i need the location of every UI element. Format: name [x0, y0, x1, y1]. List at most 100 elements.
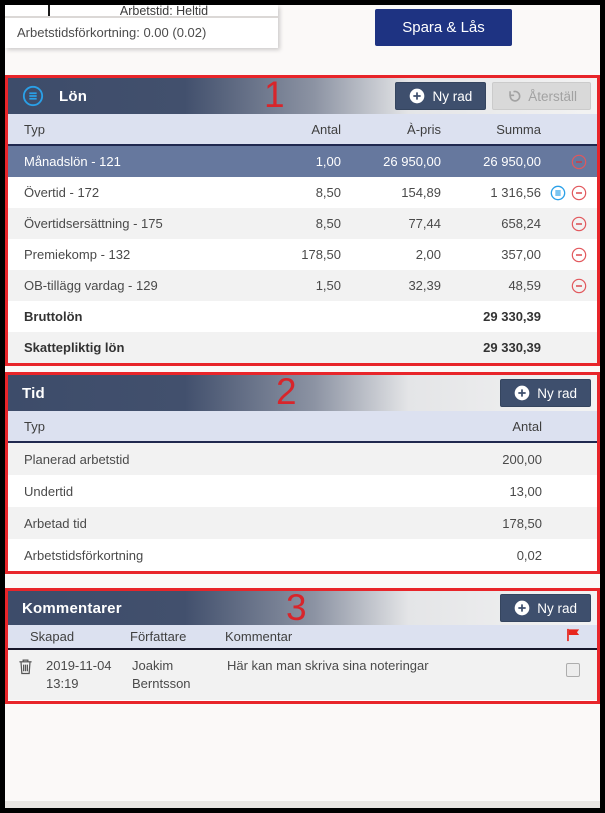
table-row-premiekomp[interactable]: Premiekomp - 132 178,50 2,00 357,00	[8, 239, 597, 270]
lon-reset-button[interactable]: Återställ	[492, 82, 591, 110]
annotation-number-2: 2	[276, 371, 297, 412]
flag-icon	[567, 628, 580, 642]
table-row-undertid[interactable]: Undertid 13,00	[8, 475, 597, 507]
col-typ: Typ	[24, 418, 45, 434]
cell-antal: 1,00	[315, 154, 341, 169]
cell-skapad: 2019-11-04 13:19	[46, 657, 132, 693]
cell-summa: 1 316,56	[490, 185, 541, 200]
col-forfattare: Författare	[130, 629, 187, 644]
plus-circle-icon	[514, 385, 530, 401]
arbetstid-value: Arbetstid: Heltid	[119, 5, 209, 18]
plus-circle-icon	[514, 600, 530, 616]
cell-kommentar: Här kan man skriva sina noteringar	[227, 658, 429, 673]
annotation-number-1: 1	[264, 74, 285, 115]
remove-icon[interactable]	[571, 154, 587, 170]
arbetstid-row: Arbetstid: Heltid	[5, 5, 278, 18]
comment-date: 2019-11-04	[46, 658, 112, 673]
lon-column-header: Typ Antal À-pris Summa	[8, 114, 597, 146]
tid-header-bar: Tid 2 Ny rad	[8, 371, 597, 412]
employee-info-panel: Arbetstid: Heltid Arbetstidsförkortning:…	[5, 5, 278, 48]
total-row-skattepliktig: Skattepliktig lön 29 330,39	[8, 332, 597, 363]
lon-new-row-button[interactable]: Ny rad	[395, 82, 487, 110]
kommentarer-column-header: Skapad Författare Kommentar	[8, 625, 597, 650]
cell-typ: Arbetstidsförkortning	[24, 547, 144, 563]
tid-new-row-button[interactable]: Ny rad	[500, 379, 591, 407]
kommentarer-new-row-button[interactable]: Ny rad	[500, 594, 591, 622]
cell-antal: 13,00	[509, 483, 542, 499]
comment-time: 13:19	[46, 676, 79, 691]
cell-antal: 8,50	[315, 216, 341, 231]
table-row-manadslon[interactable]: Månadslön - 121 1,00 26 950,00 26 950,00	[8, 146, 597, 177]
cell-antal: 8,50	[315, 185, 341, 200]
cell-apris: 77,44	[408, 216, 441, 231]
comment-row[interactable]: 2019-11-04 13:19 Joakim Berntsson Här ka…	[8, 650, 597, 700]
cell-typ: Premiekomp - 132	[24, 247, 131, 262]
cell-antal: 200,00	[502, 451, 542, 467]
cell-antal: 0,02	[516, 547, 542, 563]
cell-typ: Övertid - 172	[24, 185, 100, 200]
remove-icon[interactable]	[571, 185, 587, 201]
cell-apris: 154,89	[401, 185, 441, 200]
table-row-overtid[interactable]: Övertid - 172 8,50 154,89 1 316,56	[8, 177, 597, 208]
total-label: Skattepliktig lön	[24, 340, 125, 355]
save-lock-button[interactable]: Spara & Lås	[375, 9, 512, 46]
cell-typ: Arbetad tid	[24, 515, 87, 531]
author-last-name: Berntsson	[132, 676, 191, 691]
payroll-page: Arbetstid: Heltid Arbetstidsförkortning:…	[5, 5, 600, 808]
kommentarer-section-title: Kommentarer	[22, 599, 122, 617]
total-label: Bruttolön	[24, 309, 83, 324]
kommentarer-header-bar: Kommentarer 3 Ny rad	[8, 587, 597, 628]
col-kommentar: Kommentar	[225, 629, 293, 644]
author-first-name: Joakim	[132, 658, 174, 673]
cell-apris: 32,39	[408, 278, 441, 293]
table-row-overtidsersattning[interactable]: Övertidsersättning - 175 8,50 77,44 658,…	[8, 208, 597, 239]
arbetstidsforkortning-value: Arbetstidsförkortning: 0.00 (0.02)	[17, 25, 207, 40]
tid-column-header: Typ Antal	[8, 411, 597, 443]
col-summa: Summa	[496, 121, 541, 137]
section-lon: Lön 1 Ny rad Återställ Typ Anta	[5, 74, 600, 366]
cell-summa: 48,59	[508, 278, 541, 293]
cell-typ: Undertid	[24, 483, 74, 499]
cell-typ: Övertidsersättning - 175	[24, 216, 163, 231]
col-antal: Antal	[512, 418, 542, 434]
section-tid: Tid 2 Ny rad Typ Antal Planerad arbetsti…	[5, 371, 600, 574]
cell-typ: Planerad arbetstid	[24, 451, 130, 467]
cell-typ: Månadslön - 121	[24, 154, 121, 169]
cell-forfattare: Joakim Berntsson	[132, 657, 227, 693]
new-row-label: Ny rad	[537, 385, 577, 401]
col-apris: À-pris	[407, 121, 441, 137]
section-kommentarer: Kommentarer 3 Ny rad Skapad Författare K…	[5, 587, 600, 704]
cell-typ: OB-tillägg vardag - 129	[24, 278, 158, 293]
col-antal: Antal	[311, 121, 341, 137]
new-row-label: Ny rad	[432, 88, 473, 104]
cell-antal: 178,50	[502, 515, 542, 531]
cell-apris: 26 950,00	[383, 154, 441, 169]
cell-apris: 2,00	[415, 247, 441, 262]
table-row-arbetad-tid[interactable]: Arbetad tid 178,50	[8, 507, 597, 539]
details-icon[interactable]	[550, 185, 566, 201]
reset-label: Återställ	[528, 88, 577, 104]
plus-circle-icon	[410, 88, 425, 104]
cell-summa: 26 950,00	[483, 154, 541, 169]
cell-summa: 658,24	[501, 216, 541, 231]
cell-summa: 357,00	[501, 247, 541, 262]
trash-icon[interactable]	[18, 658, 33, 675]
remove-icon[interactable]	[571, 247, 587, 263]
column-divider	[48, 5, 50, 16]
table-row-ob-tillagg[interactable]: OB-tillägg vardag - 129 1,50 32,39 48,59	[8, 270, 597, 301]
table-row-planerad-arbetstid[interactable]: Planerad arbetstid 200,00	[8, 443, 597, 475]
comment-flag-checkbox[interactable]	[566, 663, 580, 677]
cell-antal: 1,50	[315, 278, 341, 293]
lon-section-title: Lön	[59, 87, 88, 105]
cell-antal: 178,50	[301, 247, 341, 262]
remove-icon[interactable]	[571, 278, 587, 294]
hamburger-circle-icon[interactable]	[22, 85, 44, 107]
table-row-arbetstidsforkortning[interactable]: Arbetstidsförkortning 0,02	[8, 539, 597, 571]
remove-icon[interactable]	[571, 216, 587, 232]
col-typ: Typ	[24, 121, 45, 137]
new-row-label: Ny rad	[537, 600, 577, 616]
annotation-number-3: 3	[286, 587, 307, 628]
total-value: 29 330,39	[483, 340, 541, 355]
lon-header-bar: Lön 1 Ny rad Återställ	[8, 74, 597, 115]
